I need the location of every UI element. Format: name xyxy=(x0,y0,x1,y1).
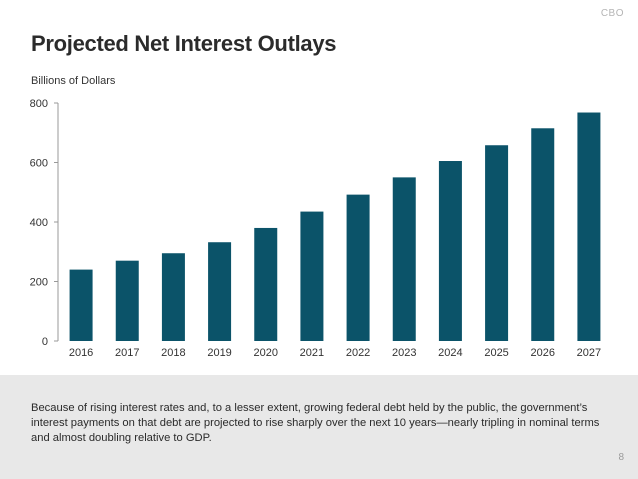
page-number: 8 xyxy=(618,452,624,463)
y-tick-label: 0 xyxy=(42,336,48,348)
bar-2022 xyxy=(346,194,370,341)
x-tick-label: 2017 xyxy=(115,347,139,359)
bar-chart: 0 200 400 600 800 2016 2017 2018 2019 2020 2021 202… xyxy=(30,98,602,359)
x-tick-label: 2016 xyxy=(69,347,93,359)
x-tick-label: 2024 xyxy=(438,347,462,359)
y-tick-label: 400 xyxy=(30,217,48,229)
bar-2017 xyxy=(115,260,139,341)
bar-2024 xyxy=(438,161,462,341)
x-tick-label: 2025 xyxy=(484,347,508,359)
page-title: Projected Net Interest Outlays xyxy=(31,31,337,56)
caption-text: Because of rising interest rates and, to… xyxy=(31,402,600,444)
y-axis-label: Billions of Dollars xyxy=(31,75,116,87)
x-tick-label: 2021 xyxy=(300,347,324,359)
footer-panel: Because of rising interest rates and, to… xyxy=(0,375,638,479)
bar-2021 xyxy=(300,211,324,341)
x-tick-label: 2023 xyxy=(392,347,416,359)
x-tick-label: 2020 xyxy=(254,347,278,359)
bar-2026 xyxy=(531,128,555,341)
cbo-logo: CBO xyxy=(600,8,624,19)
bar-2020 xyxy=(254,227,278,341)
x-tick-label: 2018 xyxy=(161,347,185,359)
x-tick-label: 2022 xyxy=(346,347,370,359)
bar-2023 xyxy=(392,177,416,341)
y-tick-label: 800 xyxy=(30,98,48,110)
bar-2025 xyxy=(485,145,509,341)
x-tick-label: 2027 xyxy=(577,347,601,359)
bar-2019 xyxy=(208,242,232,341)
bar-2018 xyxy=(161,253,185,341)
x-tick-label: 2019 xyxy=(207,347,231,359)
bar-2016 xyxy=(69,269,93,341)
y-tick-label: 600 xyxy=(30,158,48,170)
bar-2027 xyxy=(577,112,601,342)
y-tick-label: 200 xyxy=(30,277,48,289)
x-tick-label: 2026 xyxy=(531,347,555,359)
